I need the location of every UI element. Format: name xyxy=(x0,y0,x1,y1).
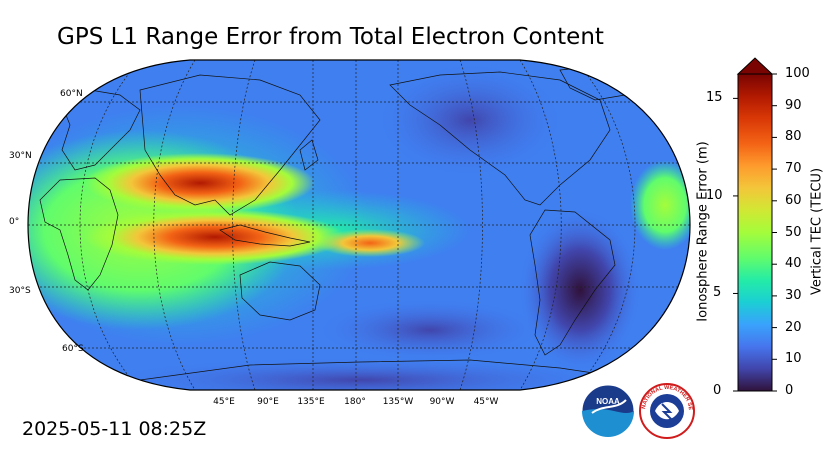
colorbar-left-axis-label: Ionosphere Range Error (m) xyxy=(695,141,711,322)
colorbar-left-tick-label: 10 xyxy=(706,187,723,203)
tec-map xyxy=(28,60,690,390)
colorbar xyxy=(733,57,777,392)
indonesia-coast xyxy=(219,224,311,247)
noaa-logo-text: NOAA xyxy=(596,397,620,406)
japan-coast xyxy=(299,139,319,171)
lon-label-45w: 45°W xyxy=(473,397,499,407)
colorbar-right-tick-label: 20 xyxy=(785,319,802,335)
colorbar-right-tick-label: 50 xyxy=(785,224,802,240)
lon-label-135e: 135°E xyxy=(297,397,325,407)
south-america-coast xyxy=(529,209,616,356)
colorbar-right-tick-label: 30 xyxy=(785,287,802,303)
timestamp: 2025-05-11 08:25Z xyxy=(22,418,207,440)
europe-coast xyxy=(59,89,141,171)
colorbar-left-tick-label: 5 xyxy=(713,285,722,301)
colorbar-extend-max xyxy=(736,57,774,75)
colorbar-left-tick-label: 0 xyxy=(713,383,722,398)
colorbar-right-tick-label: 60 xyxy=(785,192,802,208)
lon-label-45e: 45°E xyxy=(213,397,235,407)
colorbar-right-axis-label: Vertical TEC (TECU) xyxy=(809,167,825,296)
lat-label-60n: 60°N xyxy=(60,89,83,99)
lon-label-90e: 90°E xyxy=(257,397,279,407)
colorbar-right-tick-label: 40 xyxy=(785,256,802,272)
north-america-coast xyxy=(389,71,611,206)
lat-label-0: 0° xyxy=(9,217,20,227)
noaa-logo: NOAA xyxy=(581,384,635,438)
lat-label-60s: 60°S xyxy=(62,344,84,354)
lon-label-90w: 90°W xyxy=(429,397,455,407)
colorbar-right-tick-label: 10 xyxy=(785,351,802,367)
lon-label-135w: 135°W xyxy=(382,397,414,407)
page-title: GPS L1 Range Error from Total Electron C… xyxy=(57,24,604,50)
lat-label-30s: 30°S xyxy=(9,286,31,296)
colorbar-right-tick-label: 100 xyxy=(785,66,810,81)
antarctica-coast xyxy=(139,359,641,381)
australia-coast xyxy=(239,261,321,321)
lat-label-30n: 30°N xyxy=(9,151,32,161)
colorbar-right-tick-label: 0 xyxy=(785,383,794,398)
colorbar-left-tick-label: 15 xyxy=(706,90,723,106)
coastlines xyxy=(39,64,641,381)
africa-coast xyxy=(39,177,119,291)
colorbar-right-tick-label: 80 xyxy=(785,129,802,145)
colorbar-fill xyxy=(738,74,772,391)
asia-coast xyxy=(139,74,321,216)
colorbar-right-tick-label: 90 xyxy=(785,97,802,113)
lon-label-180: 180° xyxy=(344,397,366,407)
graticule xyxy=(28,60,690,390)
colorbar-right-tick-label: 70 xyxy=(785,161,802,177)
